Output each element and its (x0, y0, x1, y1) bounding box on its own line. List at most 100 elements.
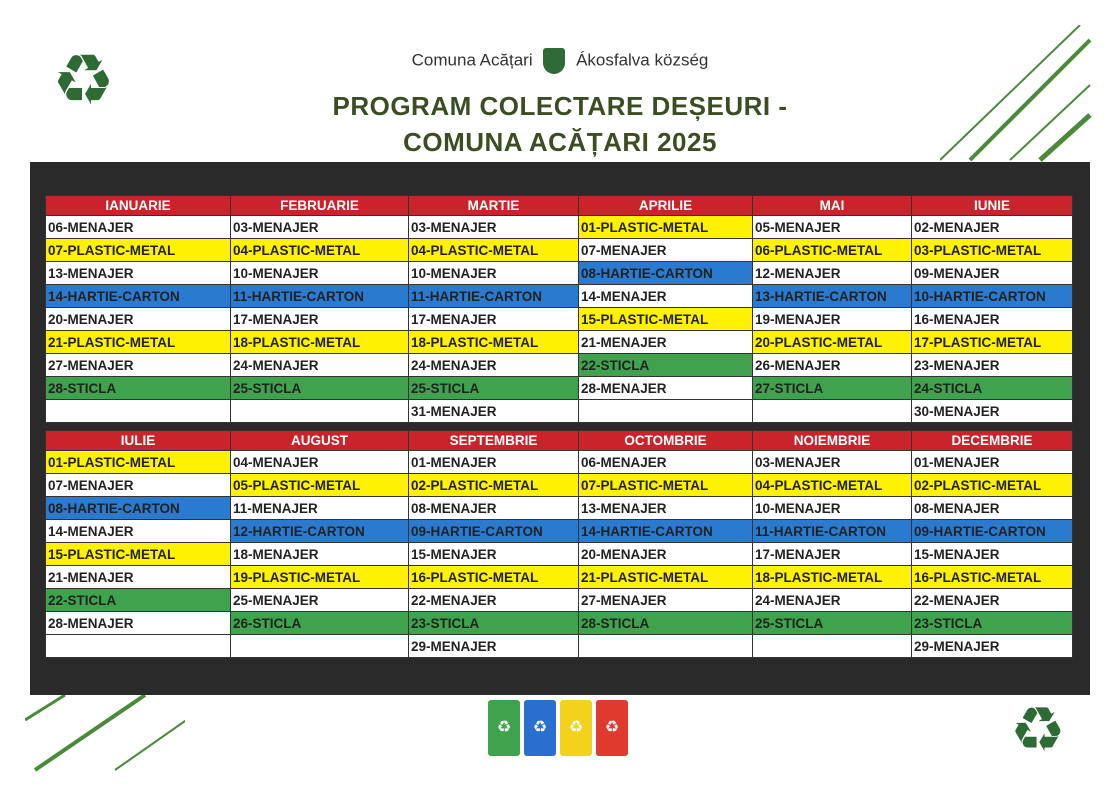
collection-entry: 09-HARTIE-CARTON (911, 519, 1073, 543)
red-bin-icon: ♻ (596, 700, 628, 756)
collection-entry: 07-PLASTIC-METAL (45, 238, 231, 262)
table-row: 07-PLASTIC-METAL 04-PLASTIC-METAL 04-PLAST… (45, 238, 1073, 262)
collection-entry: 16-PLASTIC-METAL (911, 565, 1073, 589)
collection-entry: 24-MENAJER (408, 353, 579, 377)
collection-entry: 18-PLASTIC-METAL (408, 330, 579, 354)
collection-entry: 26-STICLA (230, 611, 409, 635)
collection-entry: 04-PLASTIC-METAL (408, 238, 579, 262)
page-title: PROGRAM COLECTARE DEȘEURI - COMUNA ACĂȚA… (0, 88, 1120, 160)
collection-entry: 09-HARTIE-CARTON (408, 519, 579, 543)
collection-entry: 14-HARTIE-CARTON (578, 519, 753, 543)
collection-entry: 17-PLASTIC-METAL (911, 330, 1073, 354)
collection-entry: 17-MENAJER (408, 307, 579, 331)
collection-entry: 22-MENAJER (911, 588, 1073, 612)
collection-entry: 23-STICLA (911, 611, 1073, 635)
collection-entry: 22-STICLA (45, 588, 231, 612)
collection-entry: 03-MENAJER (230, 215, 409, 239)
collection-entry: 15-MENAJER (911, 542, 1073, 566)
collection-entry: 13-MENAJER (45, 261, 231, 285)
table-row: 21-MENAJER 19-PLASTIC-METAL 16-PLASTIC-MET… (45, 565, 1073, 589)
month-header: FEBRUARIE (230, 195, 409, 216)
collection-entry: 24-MENAJER (752, 588, 912, 612)
title-line-2: COMUNA ACĂȚARI 2025 (403, 127, 717, 157)
collection-entry: 09-MENAJER (911, 261, 1073, 285)
collection-entry: 27-STICLA (752, 376, 912, 400)
yellow-bin-icon: ♻ (560, 700, 592, 756)
collection-entry: 02-PLASTIC-METAL (408, 473, 579, 497)
table-row: 29-MENAJER 29-MENAJER (45, 634, 1073, 658)
collection-entry: 20-MENAJER (45, 307, 231, 331)
collection-entry (45, 399, 231, 423)
green-bin-icon: ♻ (488, 700, 520, 756)
month-header: SEPTEMBRIE (408, 430, 579, 451)
collection-entry: 08-MENAJER (911, 496, 1073, 520)
collection-entry: 06-MENAJER (578, 450, 753, 474)
month-header: OCTOMBRIE (578, 430, 753, 451)
collection-entry: 14-MENAJER (578, 284, 753, 308)
collection-entry (578, 634, 753, 658)
collection-entry: 10-MENAJER (230, 261, 409, 285)
collection-entry: 18-PLASTIC-METAL (230, 330, 409, 354)
collection-entry: 29-MENAJER (911, 634, 1073, 658)
collection-entry: 10-HARTIE-CARTON (911, 284, 1073, 308)
waste-bins: ♻ ♻ ♻ ♻ (488, 700, 628, 756)
blue-bin-icon: ♻ (524, 700, 556, 756)
collection-entry: 01-MENAJER (408, 450, 579, 474)
recycle-icon: ♻ (52, 41, 115, 119)
table-row: 06-MENAJER 03-MENAJER 03-MENAJER 01-PLASTIC… (45, 215, 1073, 239)
table-row: 22-STICLA 25-MENAJER 22-MENAJER 27-MENAJER 2… (45, 588, 1073, 612)
collection-entry: 28-MENAJER (45, 611, 231, 635)
collection-entry: 27-MENAJER (578, 588, 753, 612)
brand-right: Ákosfalva község (576, 50, 709, 70)
collection-entry: 07-MENAJER (45, 473, 231, 497)
collection-entry: 24-STICLA (911, 376, 1073, 400)
collection-entry: 14-HARTIE-CARTON (45, 284, 231, 308)
table-row: 20-MENAJER 17-MENAJER 17-MENAJER 15-PLASTIC… (45, 307, 1073, 331)
collection-entry: 03-MENAJER (752, 450, 912, 474)
table-row: 13-MENAJER 10-MENAJER 10-MENAJER 08-HARTIE-… (45, 261, 1073, 285)
table-row: 07-MENAJER 05-PLASTIC-METAL 02-PLASTIC-MET… (45, 473, 1073, 497)
collection-entry: 11-HARTIE-CARTON (230, 284, 409, 308)
collection-entry: 13-MENAJER (578, 496, 753, 520)
collection-entry: 17-MENAJER (230, 307, 409, 331)
collection-entry: 05-PLASTIC-METAL (230, 473, 409, 497)
collection-entry (45, 634, 231, 658)
collection-entry: 20-MENAJER (578, 542, 753, 566)
month-header: IUNIE (911, 195, 1073, 216)
month-header: NOIEMBRIE (752, 430, 912, 451)
coat-of-arms-icon (543, 48, 566, 74)
table-row: 27-MENAJER 24-MENAJER 24-MENAJER 22-STICLA 2… (45, 353, 1073, 377)
collection-entry: 14-MENAJER (45, 519, 231, 543)
collection-entry: 08-HARTIE-CARTON (45, 496, 231, 520)
collection-entry: 25-STICLA (230, 376, 409, 400)
collection-entry: 03-MENAJER (408, 215, 579, 239)
collection-entry: 11-HARTIE-CARTON (752, 519, 912, 543)
recycle-icon: ♻ (1010, 696, 1066, 765)
collection-entry: 20-PLASTIC-METAL (752, 330, 912, 354)
collection-entry: 19-MENAJER (752, 307, 912, 331)
collection-entry: 28-STICLA (45, 376, 231, 400)
collection-entry: 12-MENAJER (752, 261, 912, 285)
collection-entry: 25-MENAJER (230, 588, 409, 612)
brand-header: Comuna Acățari Ákosfalva község (0, 48, 1120, 74)
collection-entry: 25-STICLA (408, 376, 579, 400)
collection-entry: 21-MENAJER (578, 330, 753, 354)
month-header: DECEMBRIE (911, 430, 1073, 451)
collection-entry: 07-PLASTIC-METAL (578, 473, 753, 497)
collection-entry: 30-MENAJER (911, 399, 1073, 423)
collection-entry: 21-MENAJER (45, 565, 231, 589)
collection-entry: 06-PLASTIC-METAL (752, 238, 912, 262)
collection-entry (230, 634, 409, 658)
month-header: APRILIE (578, 195, 753, 216)
collection-entry: 10-MENAJER (408, 261, 579, 285)
collection-entry: 11-HARTIE-CARTON (408, 284, 579, 308)
collection-entry: 07-MENAJER (578, 238, 753, 262)
collection-entry (230, 399, 409, 423)
collection-entry: 05-MENAJER (752, 215, 912, 239)
collection-entry: 24-MENAJER (230, 353, 409, 377)
collection-entry (578, 399, 753, 423)
collection-entry: 28-MENAJER (578, 376, 753, 400)
collection-entry: 06-MENAJER (45, 215, 231, 239)
collection-entry: 01-MENAJER (911, 450, 1073, 474)
collection-entry: 12-HARTIE-CARTON (230, 519, 409, 543)
